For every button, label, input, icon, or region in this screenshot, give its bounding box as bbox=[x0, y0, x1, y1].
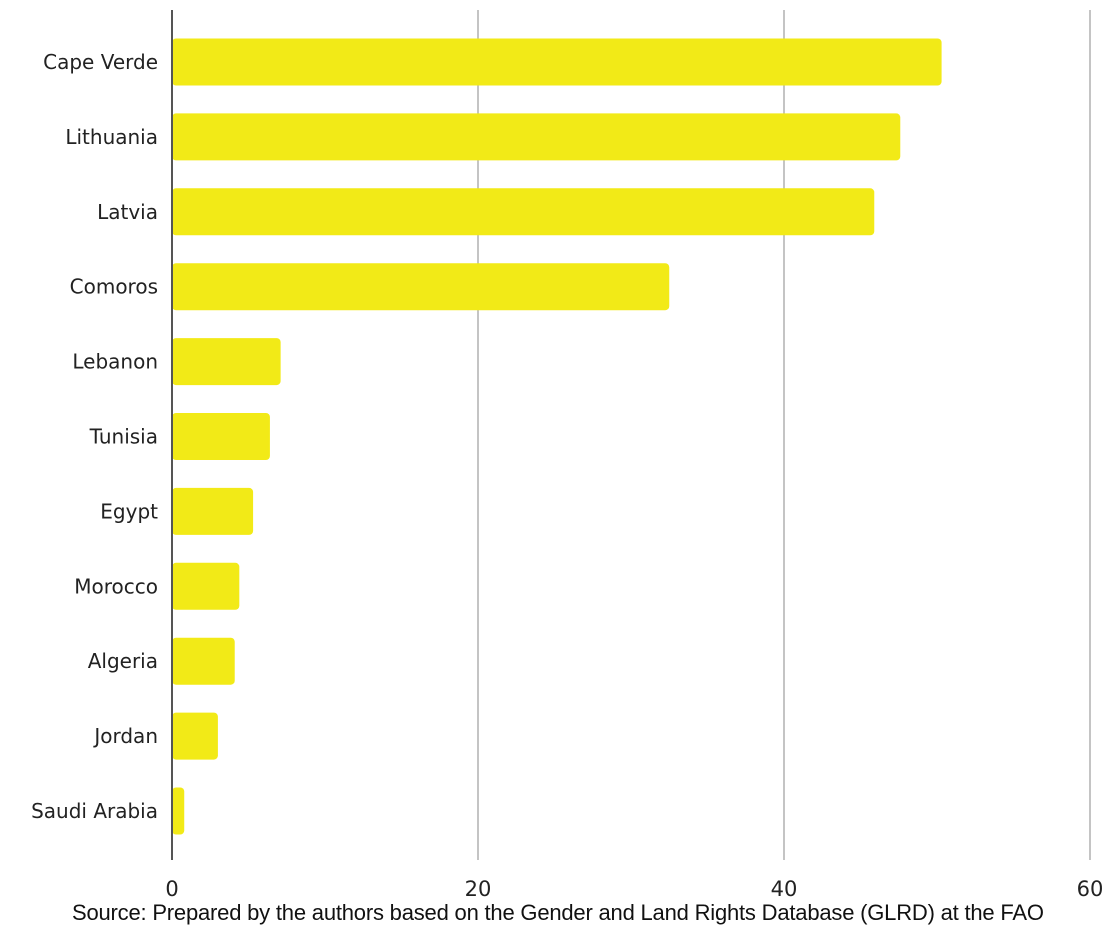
category-label-tunisia: Tunisia bbox=[89, 425, 158, 449]
bar-jordan bbox=[172, 712, 218, 760]
category-label-morocco: Morocco bbox=[74, 574, 158, 598]
bar-lebanon bbox=[172, 338, 281, 386]
x-tick-label-0: 0 bbox=[165, 877, 178, 901]
bar-saudi-arabia bbox=[172, 787, 185, 835]
category-label-lithuania: Lithuania bbox=[65, 125, 158, 149]
bars bbox=[172, 38, 942, 835]
category-label-cape-verde: Cape Verde bbox=[43, 50, 158, 74]
bar-algeria bbox=[172, 637, 235, 685]
x-tick-label-40: 40 bbox=[771, 877, 798, 901]
category-label-lebanon: Lebanon bbox=[72, 350, 158, 374]
category-label-saudi-arabia: Saudi Arabia bbox=[31, 799, 158, 823]
source-note: Source: Prepared by the authors based on… bbox=[72, 900, 1044, 925]
bar-lithuania bbox=[172, 113, 901, 161]
x-tick-label-20: 20 bbox=[465, 877, 492, 901]
bar-egypt bbox=[172, 487, 254, 535]
category-labels: Cape Verde Lithuania Latvia Comoros Lebanon T… bbox=[31, 50, 158, 823]
x-tick-labels: 0 20 40 60 bbox=[165, 877, 1103, 901]
bar-tunisia bbox=[172, 413, 270, 460]
x-tick-label-60: 60 bbox=[1077, 877, 1104, 901]
bar-comoros bbox=[172, 263, 670, 311]
bar-morocco bbox=[172, 562, 240, 610]
category-label-jordan: Jordan bbox=[92, 724, 158, 748]
category-label-comoros: Comoros bbox=[70, 275, 158, 299]
category-label-latvia: Latvia bbox=[97, 200, 158, 224]
category-label-algeria: Algeria bbox=[88, 649, 158, 673]
bar-cape-verde bbox=[172, 38, 942, 86]
bar-latvia bbox=[172, 188, 875, 236]
category-label-egypt: Egypt bbox=[100, 499, 158, 523]
